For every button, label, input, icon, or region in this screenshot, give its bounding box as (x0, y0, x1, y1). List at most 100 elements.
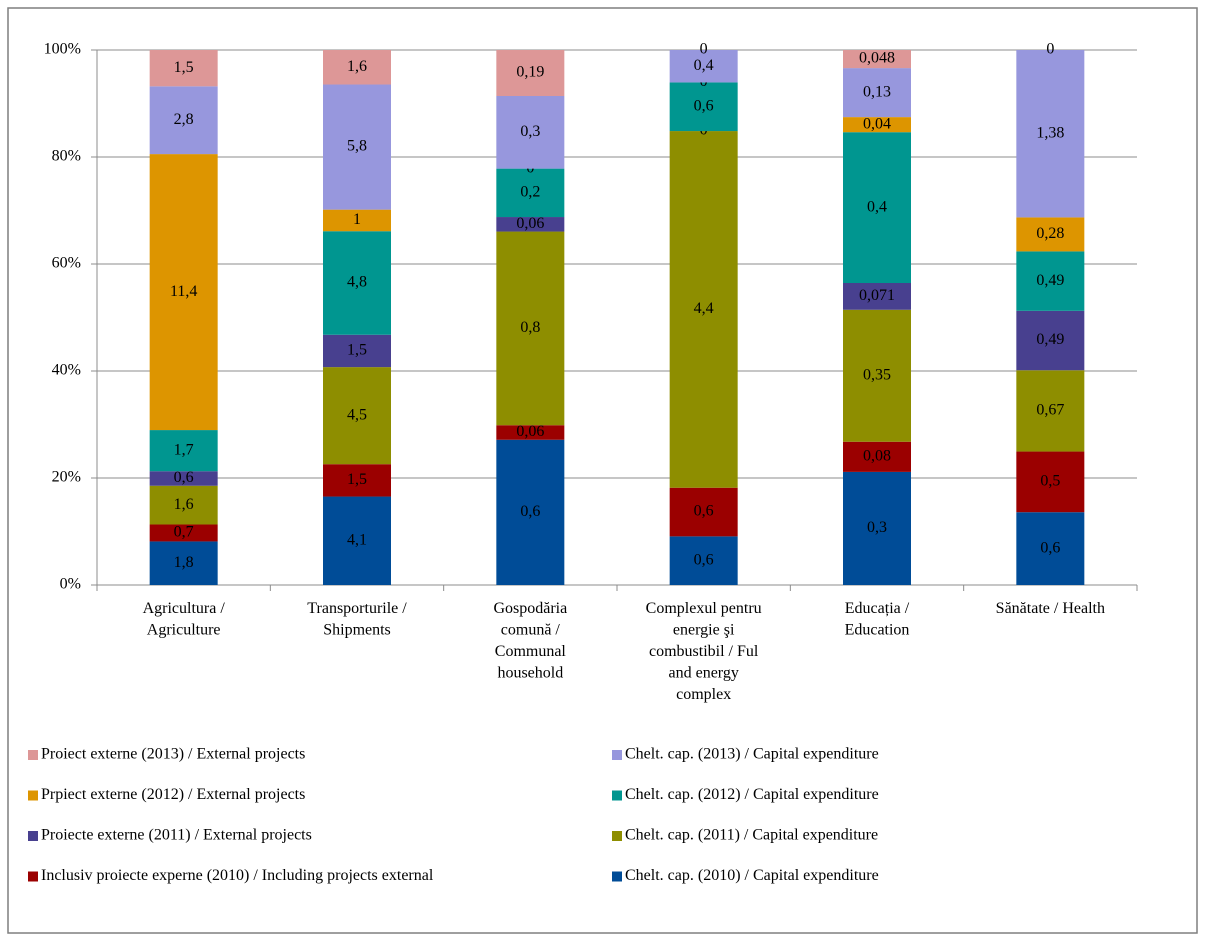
x-tick-label: Educația / Education (845, 600, 910, 639)
bar-segment (149, 86, 218, 155)
bar-segment (1016, 451, 1085, 513)
data-label: 0,04 (863, 115, 891, 132)
bar-segment (843, 441, 911, 472)
bar-segment (323, 209, 391, 232)
legend-swatch (612, 831, 622, 841)
data-label: 1,5 (347, 342, 367, 359)
data-label: 0,06 (516, 423, 544, 440)
y-tick-label: 100% (44, 41, 81, 58)
bar-segment (1016, 50, 1085, 218)
data-label: 0,4 (694, 57, 714, 74)
data-label: 4,5 (347, 406, 367, 423)
y-tick-label: 40% (52, 362, 81, 379)
x-tick-label: Transporturile / Shipments (307, 600, 407, 639)
bar-segment (323, 231, 391, 335)
data-label: 0,2 (520, 183, 540, 200)
bar-segment (496, 217, 565, 232)
bar-segment (496, 439, 565, 585)
data-label: 0 (1046, 41, 1054, 58)
bar-segment (496, 231, 565, 426)
bar-segment (1016, 512, 1085, 585)
y-tick-label: 0% (60, 576, 81, 593)
data-label: 5,8 (347, 138, 367, 155)
bar-segment (149, 50, 218, 87)
y-tick-label: 60% (52, 255, 81, 272)
bar-segment (496, 50, 565, 96)
bar-segment (843, 283, 911, 310)
bar-segment (843, 117, 911, 133)
data-label: 1,8 (174, 554, 194, 571)
legend-label: Prpiect externe (2012) / External projec… (41, 786, 305, 803)
data-label: 1,5 (347, 471, 367, 488)
x-tick-label: Agricultura / Agriculture (143, 600, 226, 639)
bar-segment (323, 84, 391, 210)
bar-segment (323, 464, 391, 497)
data-label: 0,13 (863, 83, 891, 100)
data-label: 0,4 (867, 198, 887, 215)
x-tick-label: Sănătate / Health (996, 600, 1105, 617)
bar-segment (149, 154, 218, 431)
bar-segment (843, 309, 911, 442)
bar-segment (669, 131, 738, 488)
data-label: 0,35 (863, 366, 891, 383)
legend-swatch (612, 750, 622, 760)
bar-segment (669, 82, 738, 132)
legend-label: Chelt. cap. (2012) / Capital expenditure (625, 786, 879, 803)
data-label: 4,1 (347, 531, 367, 548)
bar-segment (496, 425, 565, 440)
bar-segment (323, 334, 391, 368)
legend-swatch (612, 790, 622, 801)
data-label: 0,67 (1036, 402, 1064, 419)
legend-swatch (28, 831, 38, 841)
data-label: 0,6 (1040, 539, 1060, 556)
legend-label: Proiect externe (2013) / External projec… (41, 746, 305, 763)
bar-segment (669, 536, 738, 585)
bar-segment (149, 485, 218, 525)
data-label: 1,6 (347, 58, 367, 75)
legend-label: Proiecte externe (2011) / External proje… (41, 827, 312, 844)
bar-segment (496, 95, 565, 169)
data-label: 1,6 (174, 496, 194, 513)
legend-label: Chelt. cap. (2011) / Capital expenditure (625, 827, 878, 844)
data-label: 0,6 (694, 551, 714, 568)
data-label: 2,8 (174, 111, 194, 128)
data-label: 1,5 (174, 59, 194, 76)
bar-segment (323, 367, 391, 465)
data-label: 0,6 (174, 469, 194, 486)
bar-segment (669, 487, 738, 537)
bar-segment (843, 50, 911, 69)
bar-segment (496, 168, 565, 218)
bar-segment (1016, 251, 1085, 311)
data-label: 0,49 (1036, 272, 1064, 289)
data-label: 11,4 (170, 283, 197, 300)
y-tick-label: 80% (52, 148, 81, 165)
data-label: 0,5 (1040, 473, 1060, 490)
data-label: 0,071 (859, 287, 895, 304)
data-label: 1,38 (1036, 124, 1064, 141)
legend-swatch (612, 871, 622, 882)
bar-segment (149, 471, 218, 486)
data-label: 1,7 (174, 441, 194, 458)
bar-segment (1016, 217, 1085, 252)
data-label: 0,49 (1036, 331, 1064, 348)
bar-segment (669, 50, 738, 83)
bar-segment (843, 132, 911, 284)
data-label: 0,6 (694, 97, 714, 114)
data-label: 4,8 (347, 274, 367, 291)
bar-segment (843, 471, 911, 585)
bar-segment (323, 496, 391, 585)
data-label: 0,06 (516, 215, 544, 232)
data-label: 0,8 (520, 319, 540, 336)
bar-segment (149, 541, 218, 585)
data-label: 0,048 (859, 50, 895, 67)
legend-swatch (28, 871, 38, 882)
legend-swatch (28, 790, 38, 801)
bar-segment (149, 430, 218, 472)
legend-label: Chelt. cap. (2013) / Capital expenditure (625, 746, 879, 763)
data-label: 0,3 (867, 519, 887, 536)
y-tick-label: 20% (52, 469, 81, 486)
data-label: 4,4 (694, 300, 714, 317)
bar-segment (1016, 310, 1085, 371)
